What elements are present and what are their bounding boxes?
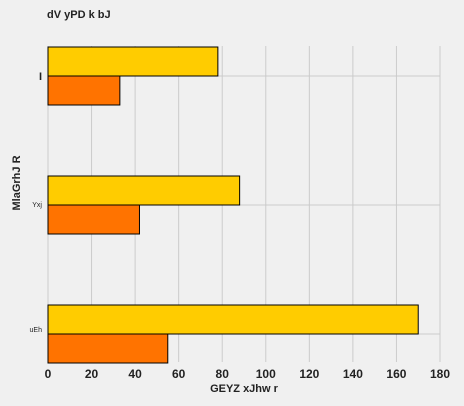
bar-uEh-series-2: [47, 333, 169, 364]
x-tick-label: 180: [430, 367, 450, 381]
x-tick-label: 80: [216, 367, 230, 381]
x-tick-label: 140: [343, 367, 363, 381]
x-tick-label: 0: [45, 367, 52, 381]
bar-I-series-1: [47, 46, 219, 77]
y-tick-labels: I Yxj uEh: [30, 71, 43, 334]
y-axis-title: MlaGrhJ R: [11, 155, 23, 210]
x-tick-labels: 0 20 40 60 80 100 120 140 160 180: [45, 367, 451, 381]
chart-title: dV yPD k bJ: [47, 9, 111, 21]
bars: [47, 46, 419, 364]
x-tick-label: 160: [386, 367, 406, 381]
bar-I-series-2: [47, 75, 121, 106]
bar-Yxj-series-2: [47, 204, 140, 235]
x-axis-title: GEYZ xJhw r: [210, 383, 279, 395]
y-tick-label: I: [39, 71, 42, 83]
x-tick-label: 20: [85, 367, 99, 381]
x-tick-label: 60: [172, 367, 186, 381]
y-tick-label: Yxj: [32, 202, 42, 209]
x-tick-label: 120: [299, 367, 319, 381]
bar-uEh-series-1: [47, 304, 419, 335]
x-tick-label: 100: [256, 367, 276, 381]
x-tick-label: 40: [128, 367, 142, 381]
bar-Yxj-series-1: [47, 175, 241, 206]
y-tick-label: uEh: [30, 327, 43, 334]
